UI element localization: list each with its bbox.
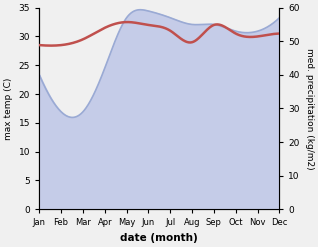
Y-axis label: max temp (C): max temp (C) [4, 77, 13, 140]
Y-axis label: med. precipitation (kg/m2): med. precipitation (kg/m2) [305, 48, 314, 169]
X-axis label: date (month): date (month) [121, 233, 198, 243]
